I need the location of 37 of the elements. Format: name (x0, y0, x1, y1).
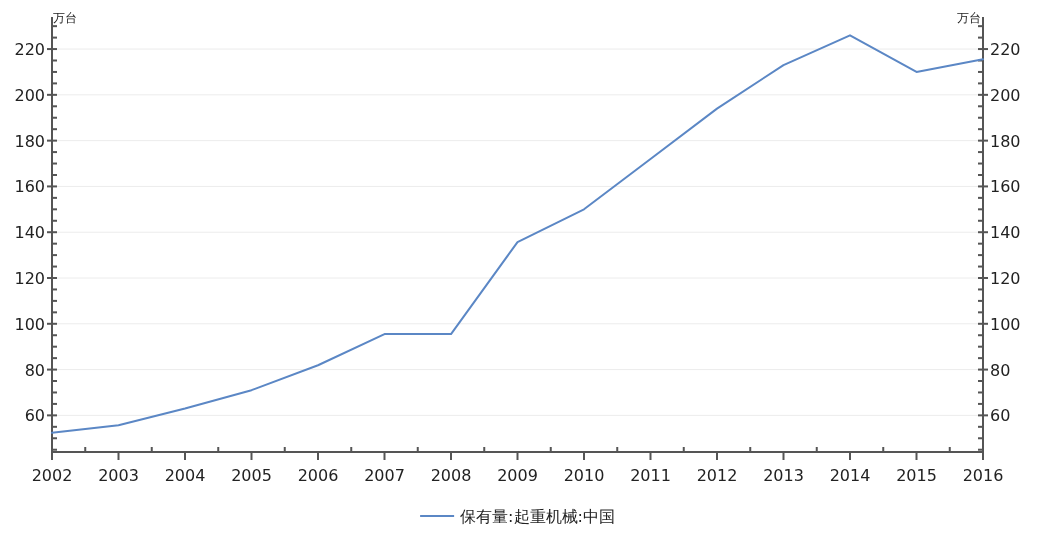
x-tick-label: 2010 (563, 466, 605, 485)
line-series (51, 34, 984, 434)
y2-tick-label: 180 (990, 131, 1021, 151)
y2-tick-label: 200 (990, 85, 1021, 105)
y2-tick-label: 160 (990, 177, 1021, 197)
x-tick-label: 2015 (896, 466, 937, 485)
x-tick-label: 2007 (364, 466, 405, 485)
y2-tick-label: 80 (990, 360, 1011, 380)
y-tick-label: 100 (14, 314, 45, 334)
x-tick-label: 2008 (430, 466, 472, 485)
x-tick-label: 2005 (231, 466, 272, 485)
x-tick-label: 2006 (297, 466, 339, 485)
y-tick-label: 80 (24, 360, 45, 380)
x-tick-label: 2012 (696, 466, 738, 485)
y2-axis-title: 万台 (957, 11, 981, 25)
y2-tick-label: 140 (990, 223, 1021, 243)
x-tick-label: 2016 (962, 466, 1004, 485)
y-tick-label: 200 (14, 85, 45, 105)
x-tick-label: 2002 (31, 466, 73, 485)
y-tick-label: 180 (14, 131, 45, 151)
y-tick-label: 160 (14, 177, 45, 197)
y2-tick-label: 220 (990, 40, 1021, 60)
y2-tick-label: 60 (990, 406, 1011, 426)
y-axis-title: 万台 (53, 11, 77, 25)
x-tick-label: 2013 (763, 466, 804, 485)
x-tick-label: 2004 (164, 466, 206, 485)
y-tick-label: 60 (24, 406, 45, 426)
y-tick-label: 220 (14, 40, 45, 60)
y2-tick-label: 120 (990, 269, 1021, 288)
y-tick-label: 140 (14, 223, 45, 243)
legend-label: 保有量:起重机械:中国 (460, 507, 615, 526)
y-tick-label: 120 (14, 269, 45, 288)
x-tick-label: 2014 (829, 466, 871, 485)
x-tick-label: 2011 (630, 466, 671, 485)
y2-tick-label: 100 (990, 314, 1021, 334)
x-tick-label: 2009 (497, 466, 538, 485)
x-tick-label: 2003 (98, 466, 139, 485)
